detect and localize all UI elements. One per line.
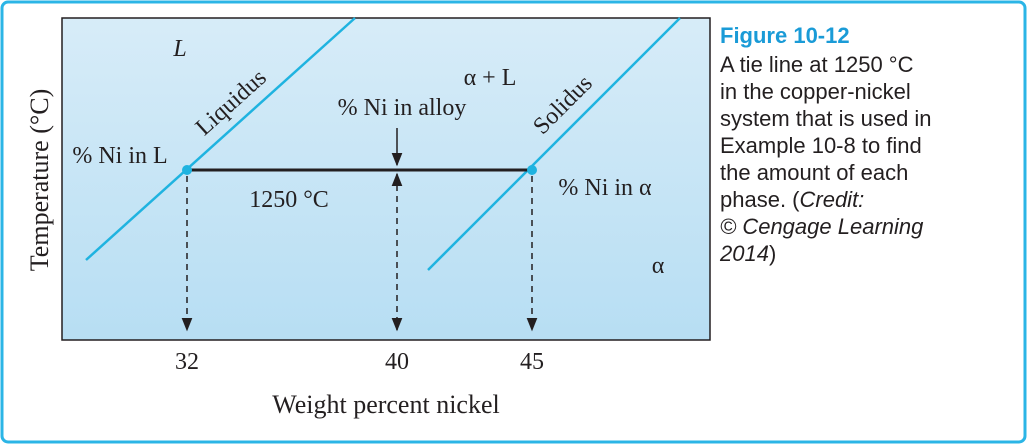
region-label: α + L xyxy=(464,65,517,91)
annotation: % Ni in α xyxy=(558,175,652,201)
caption-line: A tie line at 1250 °C xyxy=(720,52,914,77)
x-label: 45 xyxy=(520,349,544,375)
credit-label: Credit: xyxy=(800,187,865,212)
region-label: L xyxy=(172,36,186,62)
caption-line: system that is used in xyxy=(720,106,932,131)
solidus-line xyxy=(427,17,681,271)
point xyxy=(527,165,537,175)
caption-title: Figure 10-12 xyxy=(720,23,850,48)
y-axis-title: Temperature (°C) xyxy=(25,89,54,272)
annotation: 1250 °C xyxy=(249,187,329,213)
x-axis-title: Weight percent nickel xyxy=(272,390,499,419)
annotation: % Ni in L xyxy=(72,143,167,169)
caption-line: 2014) xyxy=(719,241,776,266)
caption-line: © Cengage Learning xyxy=(720,214,924,239)
liquidus-line xyxy=(85,17,356,261)
plot-area xyxy=(61,17,711,341)
region-label: α xyxy=(652,253,665,279)
caption-line: phase. (Credit: xyxy=(720,187,864,212)
annotation: % Ni in alloy xyxy=(338,95,467,121)
point xyxy=(182,165,192,175)
credit-text: 2014 xyxy=(719,241,769,266)
caption-line: the amount of each xyxy=(720,160,908,185)
caption-text: phase. ( xyxy=(720,187,800,212)
x-label: 40 xyxy=(385,349,409,375)
caption-line: in the copper-nickel xyxy=(720,79,911,104)
caption-text: ) xyxy=(769,241,776,266)
caption-line: Example 10-8 to find xyxy=(720,133,922,158)
x-label: 32 xyxy=(175,349,199,375)
